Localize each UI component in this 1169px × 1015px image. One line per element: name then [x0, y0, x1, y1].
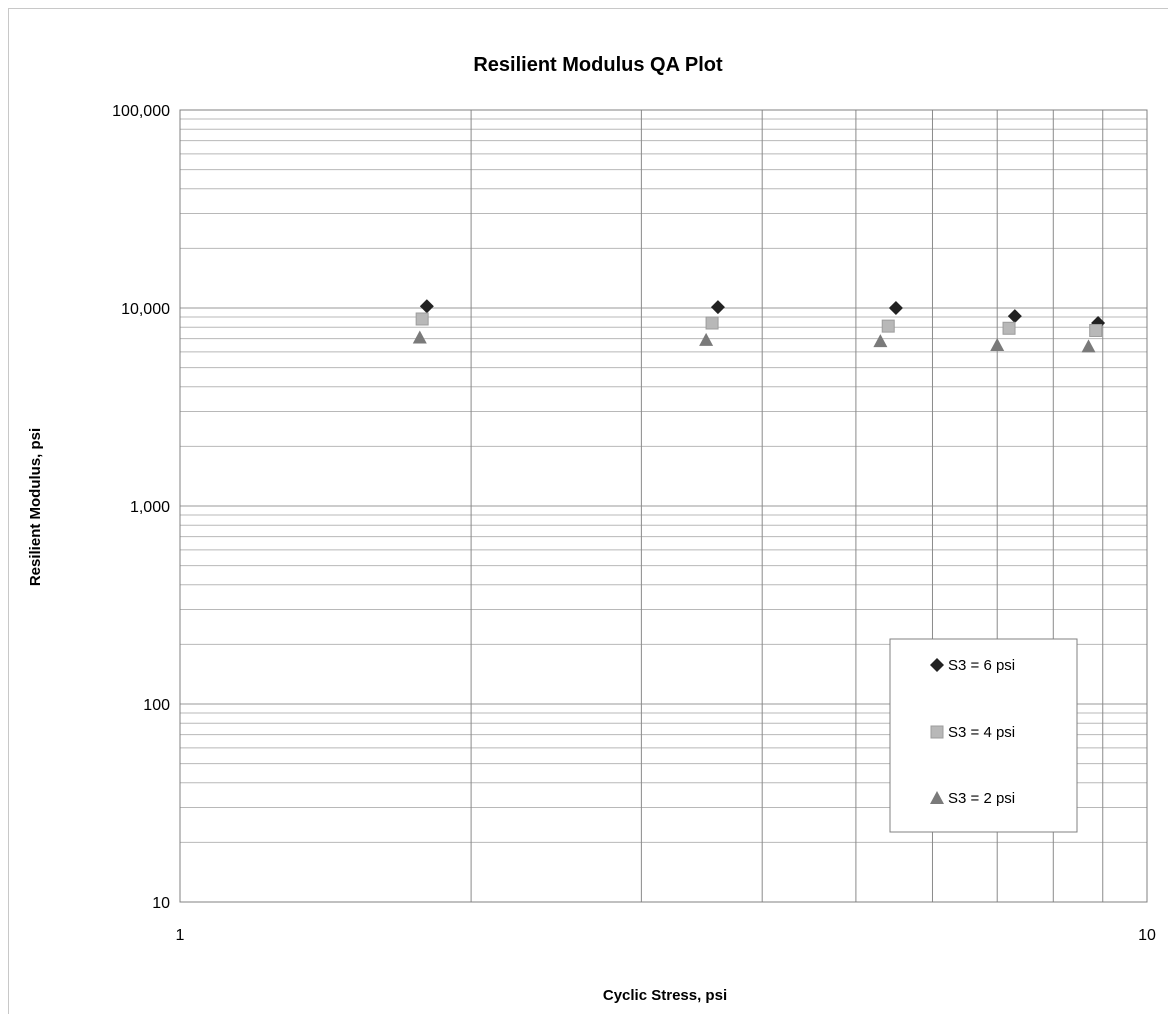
diamond-data-point	[888, 301, 903, 315]
diamond-data-point	[1007, 309, 1022, 324]
square-data-point	[881, 319, 895, 333]
square-data-point	[415, 312, 429, 326]
x-tick-label: 10	[1138, 927, 1156, 944]
y-tick-label: 100,000	[112, 103, 170, 120]
y-tick-label: 1,000	[130, 499, 170, 516]
legend-label: S3 = 2 psi	[948, 790, 1015, 807]
diamond-data-point	[419, 299, 434, 314]
y-tick-label: 10,000	[121, 301, 170, 318]
plot-area	[179, 109, 1148, 903]
triangle-data-point	[1081, 339, 1096, 353]
triangle-data-point	[873, 334, 888, 348]
y-axis-label: Resilient Modulus, psi	[27, 428, 44, 586]
legend-label: S3 = 4 psi	[948, 724, 1015, 741]
data-points	[412, 299, 1106, 353]
legend: S3 = 6 psi S3 = 4 psi S3 = 2 psi	[889, 638, 1078, 833]
square-data-point	[1002, 321, 1016, 335]
legend-box	[889, 638, 1078, 833]
triangle-data-point	[412, 330, 427, 344]
square-data-point	[705, 316, 719, 330]
y-tick-label: 100	[143, 697, 170, 714]
triangle-data-point	[699, 332, 714, 346]
grid-lines	[180, 110, 1147, 903]
legend-diamond-icon	[930, 658, 944, 672]
x-axis-label: Cyclic Stress, psi	[603, 987, 727, 1004]
triangle-data-point	[990, 338, 1005, 352]
y-tick-labels: 10 100 1,000 10,000 100,000	[112, 103, 170, 912]
chart-title: Resilient Modulus QA Plot	[473, 54, 723, 76]
x-tick-label: 1	[176, 927, 185, 944]
legend-square-icon	[930, 725, 944, 739]
x-tick-labels: 1 10	[176, 927, 1156, 944]
legend-items: S3 = 6 psi S3 = 4 psi S3 = 2 psi	[930, 657, 1015, 807]
diamond-data-point	[710, 300, 725, 315]
legend-label: S3 = 6 psi	[948, 657, 1015, 674]
y-tick-label: 10	[152, 895, 170, 912]
square-data-point	[1089, 323, 1103, 337]
legend-triangle-icon	[930, 791, 944, 804]
chart-frame	[8, 8, 1168, 1014]
